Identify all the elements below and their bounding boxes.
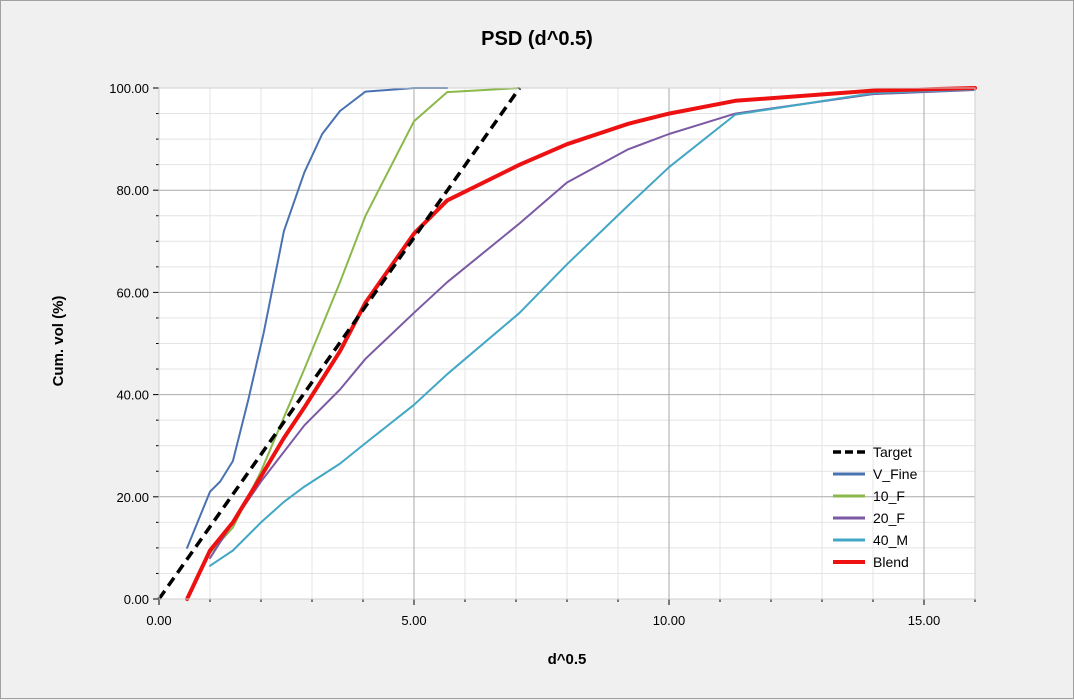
axes	[158, 87, 976, 600]
x-tick-label: 5.00	[401, 613, 426, 628]
series-line-20-f	[209, 89, 976, 560]
series-line-blend	[185, 86, 977, 601]
y-tick-label: 60.00	[116, 285, 149, 300]
grid	[159, 87, 976, 599]
y-axis-title: Cum. vol (%)	[50, 296, 67, 387]
x-axis-title: d^0.5	[548, 651, 587, 668]
y-tick-label: 40.00	[116, 388, 149, 403]
x-tick-label: 10.00	[653, 613, 686, 628]
tick-labels: 0.00 5.00 10.00 15.00 0.00 20.00 40.00 60.00 80.…	[109, 81, 940, 628]
chart-title: PSD (d^0.5)	[481, 28, 593, 50]
legend-label: 10_F	[873, 488, 905, 504]
minor-ticks	[153, 87, 976, 605]
y-tick-label: 80.00	[116, 183, 149, 198]
y-tick-label: 0.00	[124, 592, 149, 607]
legend-label: Blend	[873, 554, 909, 570]
series-line-v-fine	[186, 87, 449, 549]
y-tick-label: 100.00	[109, 81, 149, 96]
x-tick-label: 15.00	[908, 613, 941, 628]
series-line-target	[157, 86, 522, 601]
series-line-40-m	[209, 88, 976, 567]
legend: Target V_Fine 10_F 20_F 40_M Blend	[833, 444, 918, 570]
plot-border	[158, 87, 976, 600]
y-tick-label: 20.00	[116, 490, 149, 505]
x-tick-label: 0.00	[146, 613, 171, 628]
series-layer	[157, 86, 977, 601]
legend-label: 20_F	[873, 510, 905, 526]
legend-label: V_Fine	[873, 466, 918, 482]
legend-label: Target	[873, 444, 912, 460]
legend-label: 40_M	[873, 532, 908, 548]
